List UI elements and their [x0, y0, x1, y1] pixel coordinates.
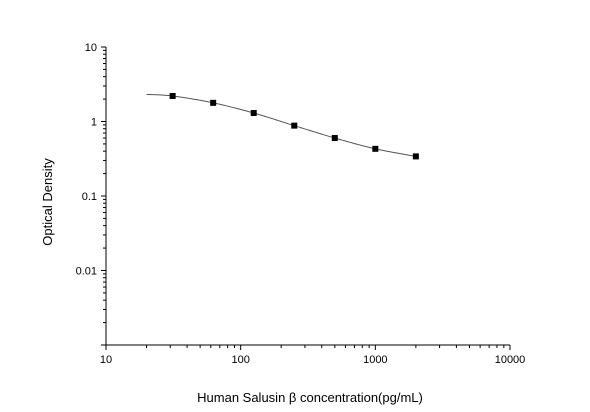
- y-tick-label: 0.1: [82, 191, 97, 203]
- x-axis-title: Human Salusin β concentration(pg/mL): [197, 390, 423, 405]
- y-tick-label: 1: [91, 117, 97, 129]
- data-point: [412, 153, 419, 160]
- data-point: [250, 110, 257, 117]
- x-tick-label: 1000: [363, 354, 387, 366]
- x-tick-label: 100: [231, 354, 249, 366]
- data-points: [169, 92, 419, 160]
- y-tick-label: 0.01: [76, 266, 97, 278]
- x-tick-label: 10: [100, 354, 112, 366]
- data-point: [291, 122, 298, 129]
- y-tick-label: 10: [85, 42, 97, 54]
- plot-axes: [101, 46, 511, 350]
- tick-labels: 10 100 1000 10000 10 1 0.1 0.01: [76, 42, 526, 366]
- x-tick-label: 10000: [495, 354, 526, 366]
- data-point: [372, 145, 379, 152]
- data-point: [169, 92, 176, 99]
- data-point: [331, 135, 338, 142]
- fit-curve-line: [146, 93, 416, 157]
- data-point: [210, 99, 217, 106]
- y-axis-title: Optical Density: [40, 158, 55, 246]
